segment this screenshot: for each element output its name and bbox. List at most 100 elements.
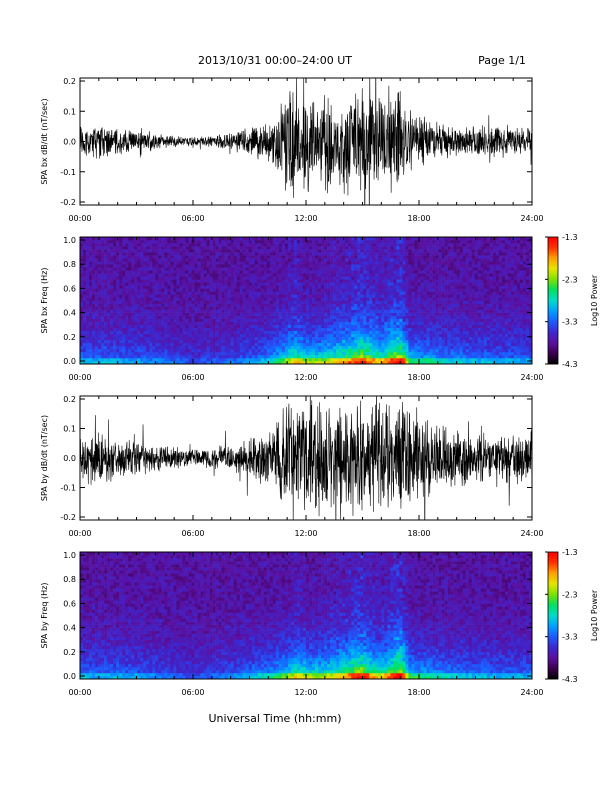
spectrogram-cell xyxy=(101,291,105,295)
spectrogram-cell xyxy=(164,327,168,332)
spectrogram-cell xyxy=(104,240,108,244)
spectrogram-cell xyxy=(107,321,111,325)
spectrogram-cell xyxy=(336,249,340,253)
spectrogram-cell xyxy=(143,330,147,335)
spectrogram-cell xyxy=(408,249,412,253)
spectrogram-cell xyxy=(272,279,277,283)
spectrogram-cell xyxy=(330,258,334,262)
spectrogram-cell xyxy=(402,297,406,301)
spectrogram-cell xyxy=(218,345,222,350)
spectrogram-cell xyxy=(248,309,253,313)
spectrogram-cell xyxy=(284,261,289,265)
spectrogram-cell xyxy=(245,324,250,329)
spectrogram-cell xyxy=(263,327,268,332)
spectrogram-cell xyxy=(402,279,406,283)
spectrogram-cell xyxy=(251,243,256,247)
spectrogram-cell xyxy=(161,276,165,280)
spectrogram-cell xyxy=(399,324,403,329)
spectrogram-cell xyxy=(302,270,307,274)
spectrogram-cell xyxy=(146,297,150,301)
spectrogram-cell xyxy=(375,315,379,319)
spectrogram-cell xyxy=(293,240,298,244)
spectrogram-cell xyxy=(185,300,189,304)
spectrogram-cell xyxy=(86,240,90,244)
spectrogram-cell xyxy=(185,336,189,341)
spectrogram-cell xyxy=(191,297,195,301)
spectrogram-cell xyxy=(306,297,310,301)
spectrogram-cell xyxy=(366,267,370,271)
spectrogram-cell xyxy=(242,348,247,353)
spectrogram-cell xyxy=(281,327,286,332)
spectrogram-cell xyxy=(402,345,406,350)
spectrogram-cell xyxy=(363,348,367,353)
spectrogram-cell xyxy=(296,240,301,244)
spectrogram-cell xyxy=(387,282,391,286)
spectrogram-cell xyxy=(86,315,90,319)
spectrogram-cell xyxy=(176,240,180,244)
spectrogram-cell xyxy=(215,324,219,329)
spectrogram-cell xyxy=(125,351,129,356)
spectrogram-cell xyxy=(164,252,168,256)
spectrogram-cell xyxy=(390,249,394,253)
spectrogram-cell xyxy=(324,267,328,271)
spectrogram-cell xyxy=(197,345,201,350)
spectrogram-cell xyxy=(119,285,123,289)
spectrogram-cell xyxy=(342,333,346,338)
x-tick-label: 12:00 xyxy=(294,214,317,223)
spectrogram-cell xyxy=(155,330,159,335)
spectrogram-cell xyxy=(348,309,352,313)
spectrogram-cell xyxy=(230,246,234,250)
spectrogram-cell xyxy=(116,342,120,347)
spectrogram-cell xyxy=(287,324,292,329)
spectrogram-cell xyxy=(245,261,250,265)
spectrogram-cell xyxy=(116,261,120,265)
spectrogram-cell xyxy=(254,243,259,247)
spectrogram-cell xyxy=(164,324,168,329)
spectrogram-cell xyxy=(296,327,301,332)
spectrogram-cell xyxy=(176,291,180,295)
spectrogram-cell xyxy=(179,282,183,286)
spectrogram-cell xyxy=(363,333,367,338)
spectrogram-cell xyxy=(290,354,295,359)
spectrogram-cell xyxy=(378,267,382,271)
spectrogram-cell xyxy=(113,267,117,271)
spectrogram-cell xyxy=(167,303,171,307)
spectrogram-cell xyxy=(203,243,207,247)
spectrogram-cell xyxy=(290,327,295,332)
spectrogram-cell xyxy=(299,351,304,356)
spectrogram-cell xyxy=(414,318,418,322)
spectrogram-cell xyxy=(245,240,250,244)
spectrogram-cell xyxy=(342,339,346,344)
spectrogram-cell xyxy=(107,360,111,365)
spectrogram-cell xyxy=(125,273,129,277)
spectrogram-cell xyxy=(360,264,364,268)
spectrogram-cell xyxy=(119,294,123,298)
spectrogram-cell xyxy=(95,330,99,335)
spectrogram-cell xyxy=(327,255,331,259)
spectrogram-cell xyxy=(378,291,382,295)
spectrogram-cell xyxy=(173,282,177,286)
spectrogram-cell xyxy=(161,267,165,271)
spectrogram-cell xyxy=(399,288,403,292)
spectrogram-cell xyxy=(420,288,424,292)
spectrogram-cell xyxy=(302,324,307,329)
spectrogram-cell xyxy=(86,330,90,335)
spectrogram-cell xyxy=(318,354,322,359)
spectrogram-cell xyxy=(299,348,304,353)
spectrogram-cell xyxy=(233,270,237,274)
spectrogram-cell xyxy=(92,279,96,283)
spectrogram-cell xyxy=(423,348,427,353)
spectrogram-cell xyxy=(275,276,280,280)
spectrogram-cell xyxy=(143,312,147,316)
spectrogram-cell xyxy=(284,339,289,344)
spectrogram-cell xyxy=(363,285,367,289)
spectrogram-cell xyxy=(417,336,421,341)
spectrogram-cell xyxy=(399,294,403,298)
spectrogram-cell xyxy=(113,309,117,313)
spectrogram-cell xyxy=(324,288,328,292)
spectrogram-cell xyxy=(408,240,412,244)
spectrogram-cell xyxy=(191,279,195,283)
spectrogram-cell xyxy=(227,276,231,280)
spectrogram-cell xyxy=(179,336,183,341)
spectrogram-cell xyxy=(221,285,225,289)
